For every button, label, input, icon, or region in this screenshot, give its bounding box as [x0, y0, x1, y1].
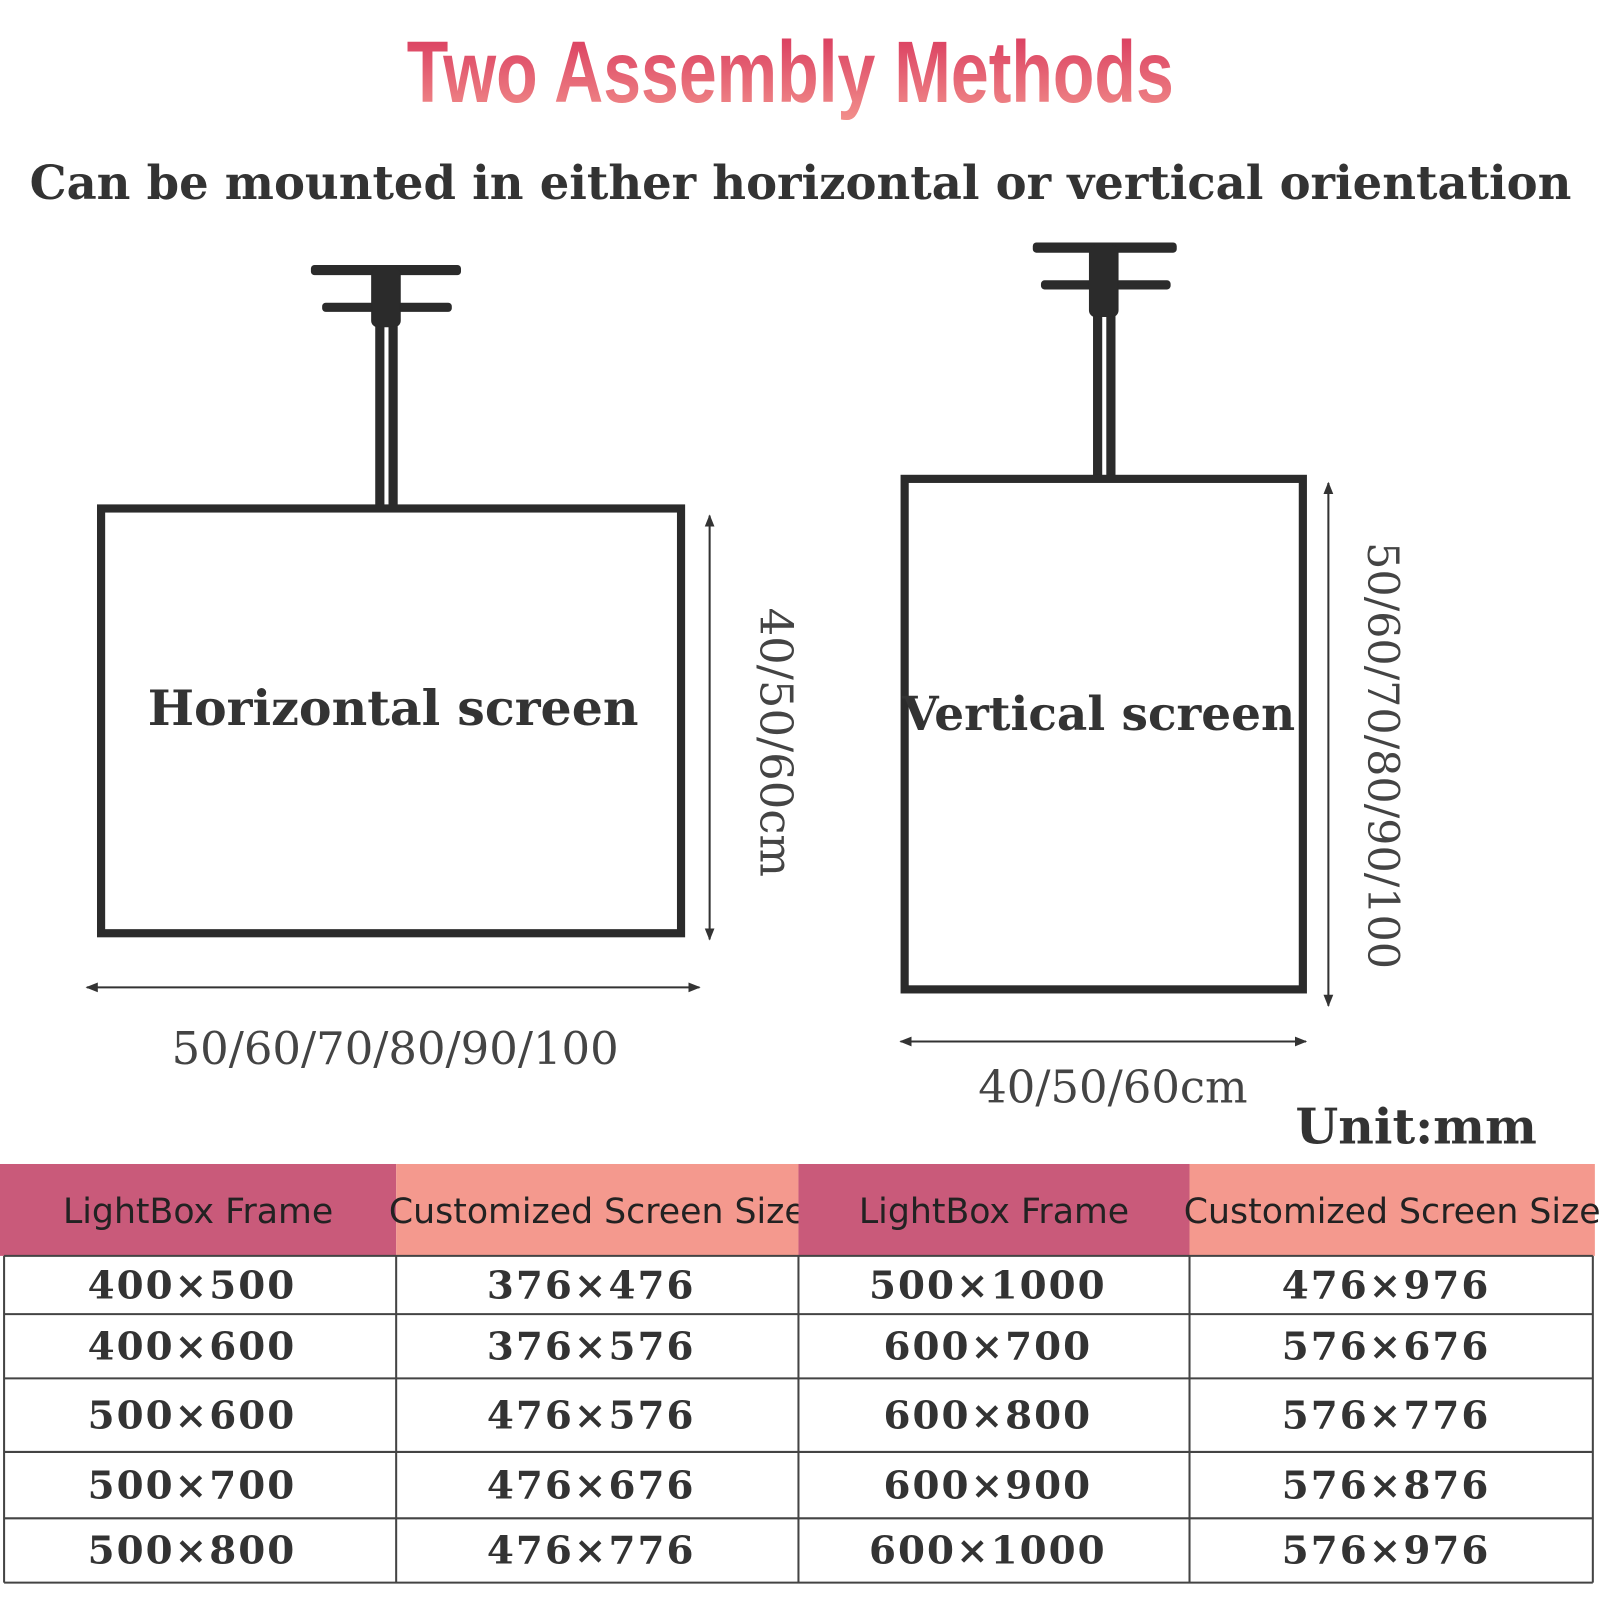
table-cell: 576×676: [1282, 1325, 1491, 1370]
header-cell: [0, 1163, 397, 1256]
table-cell: 576×976: [1282, 1529, 1491, 1574]
table-cell: 600×1000: [869, 1529, 1107, 1574]
screen-label: Horizontal screen: [148, 679, 639, 737]
title: Two Assembly Methods: [407, 23, 1174, 121]
header-text: LightBox Frame: [63, 1192, 333, 1232]
height-label: 50/60/70/80/90/100: [1357, 542, 1407, 969]
width-label: 50/60/70/80/90/100: [172, 1022, 619, 1075]
table-cell: 600×900: [884, 1463, 1093, 1508]
table-cell: 476×976: [1282, 1263, 1491, 1308]
vertical-frame: [900, 474, 1307, 994]
table-cell: 376×576: [487, 1325, 696, 1370]
table-cell: 376×476: [487, 1263, 696, 1308]
table-cell: 600×700: [884, 1325, 1093, 1370]
table-cell: 500×600: [88, 1393, 297, 1438]
unit-label: Unit:mm: [1295, 1098, 1536, 1156]
table-cell: 476×576: [487, 1393, 696, 1438]
table-cell: 500×700: [88, 1463, 297, 1508]
width-label: 40/50/60cm: [978, 1061, 1247, 1114]
table-cell: 576×776: [1282, 1393, 1491, 1438]
table-cell: 500×1000: [869, 1263, 1107, 1308]
ceiling-mount: [1032, 242, 1177, 478]
header-text: LightBox Frame: [859, 1192, 1129, 1232]
header-text: Customized Screen Size: [389, 1192, 806, 1232]
height-label: 40/50/60cm: [750, 608, 803, 877]
size-table: LightBox Frame Customized Screen Size Ligh…: [0, 1163, 1601, 1584]
table-cell: 476×776: [487, 1529, 696, 1574]
header-cell: [798, 1163, 1190, 1256]
table-cell: 476×676: [487, 1463, 696, 1508]
table-cell: 400×500: [88, 1263, 297, 1308]
screen-label: Vertical screen: [901, 687, 1295, 742]
table-cell: 400×600: [88, 1325, 297, 1370]
table-cell: 600×800: [884, 1393, 1093, 1438]
header-text: Customized Screen Size: [1184, 1192, 1601, 1232]
header-cell: [396, 1163, 799, 1256]
subtitle: Can be mounted in either horizontal or v…: [30, 156, 1572, 211]
table-cell: 576×876: [1282, 1463, 1491, 1508]
ceiling-mount: [310, 264, 462, 508]
header-cell: [1189, 1163, 1595, 1256]
horizontal-frame: [96, 504, 686, 938]
table-cell: 500×800: [88, 1529, 297, 1574]
